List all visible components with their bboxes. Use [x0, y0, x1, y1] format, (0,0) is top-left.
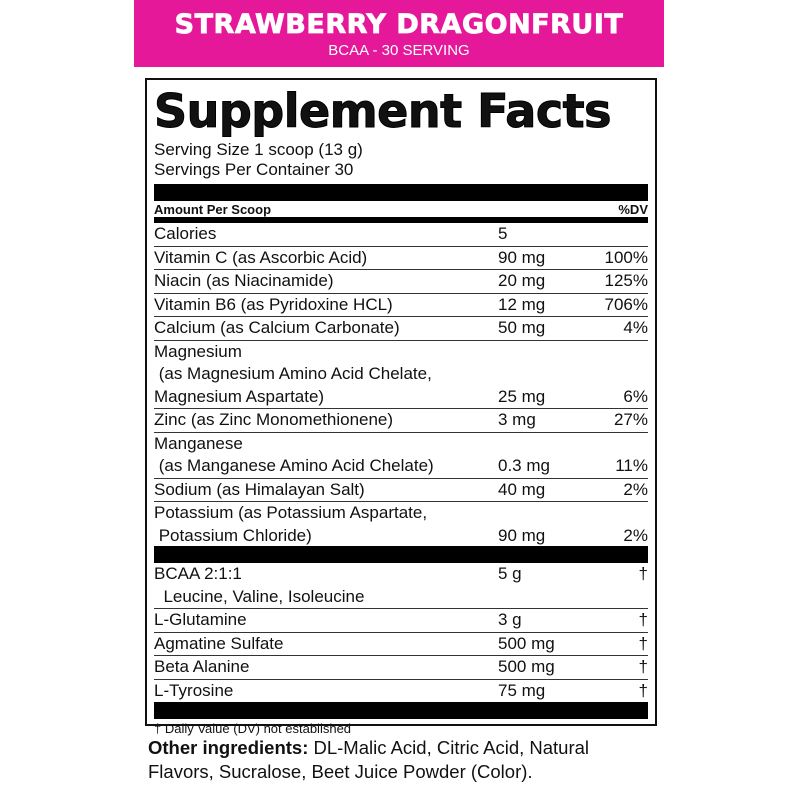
- table-row: Vitamin C (as Ascorbic Acid) 90 mg 100%: [154, 247, 648, 270]
- product-subtitle: BCAA - 30 SERVING: [328, 42, 470, 59]
- ingredient-amount: 3 g: [498, 610, 522, 629]
- ingredient-name: Potassium (as Potassium Aspartate, Potas…: [154, 503, 428, 545]
- flavor-banner: STRAWBERRY DRAGONFRUIT BCAA - 30 SERVING: [134, 0, 664, 67]
- table-row: Calcium (as Calcium Carbonate) 50 mg 4%: [154, 317, 648, 341]
- nutrient-list: Calories 5 Vitamin C (as Ascorbic Acid) 90 …: [154, 223, 648, 547]
- table-row: Niacin (as Niacinamide) 20 mg 125%: [154, 270, 648, 294]
- ingredient-dv: 11%: [615, 456, 648, 475]
- blend-list: BCAA 2:1:1 Leucine, Valine, Isoleucine 5 …: [154, 563, 648, 702]
- ingredient-dv: 2%: [623, 525, 648, 545]
- ingredient-name: Agmatine Sulfate: [154, 633, 284, 653]
- ingredient-name: Sodium (as Himalayan Salt): [154, 479, 365, 499]
- ingredient-amount: 0.3 mg: [498, 456, 550, 475]
- ingredient-amount: 20 mg: [498, 271, 546, 290]
- dv-header: %DV: [618, 202, 648, 217]
- footnote: † Daily Value (DV) not established: [154, 721, 352, 736]
- table-row: Beta Alanine 500 mg †: [154, 656, 648, 680]
- ingredient-name: Manganese (as Manganese Amino Acid Chela…: [154, 433, 434, 476]
- table-row: Vitamin B6 (as Pyridoxine HCL) 12 mg 706%: [154, 294, 648, 317]
- ingredient-dv: 6%: [623, 386, 648, 406]
- table-row: Calories 5: [154, 223, 648, 247]
- divider-bar: [154, 702, 648, 719]
- ingredient-amount: 90 mg: [498, 525, 546, 545]
- ingredient-dv: †: [638, 657, 648, 676]
- ingredient-name: Niacin (as Niacinamide): [154, 271, 334, 290]
- ingredient-dv: 125%: [604, 271, 648, 290]
- divider-bar: [154, 546, 648, 563]
- amount-header: Amount Per Scoop: [154, 202, 272, 217]
- table-row: BCAA 2:1:1 Leucine, Valine, Isoleucine 5 …: [154, 563, 648, 609]
- table-row: L-Glutamine 3 g †: [154, 609, 648, 633]
- ingredient-amount: 500 mg: [498, 657, 555, 676]
- ingredient-amount: 500 mg: [498, 633, 555, 653]
- table-row: Zinc (as Zinc Monomethionene) 3 mg 27%: [154, 409, 648, 433]
- ingredient-amount: 12 mg: [498, 294, 546, 314]
- other-ingredients-text: DL-Malic Acid, Citric Acid, Natural Flav…: [148, 737, 590, 782]
- ingredient-name: Beta Alanine: [154, 657, 250, 676]
- ingredient-dv: 2%: [623, 479, 648, 499]
- ingredient-amount: 5: [498, 224, 508, 243]
- ingredient-dv: †: [638, 680, 648, 700]
- ingredient-name: Vitamin C (as Ascorbic Acid): [154, 247, 368, 267]
- table-row: Magnesium (as Magnesium Amino Acid Chela…: [154, 341, 648, 409]
- ingredient-amount: 25 mg: [498, 386, 546, 406]
- ingredient-amount: 40 mg: [498, 479, 546, 499]
- ingredient-amount: 3 mg: [498, 410, 536, 429]
- ingredient-dv: 100%: [604, 247, 648, 267]
- ingredient-dv: 27%: [613, 410, 648, 429]
- table-row: Manganese (as Manganese Amino Acid Chela…: [154, 433, 648, 479]
- table-row: Sodium (as Himalayan Salt) 40 mg 2%: [154, 479, 648, 502]
- table-header: Amount Per Scoop %DV: [154, 201, 648, 217]
- ingredient-name: L-Glutamine: [154, 610, 247, 629]
- supplement-facts-panel: Supplement Facts Serving Size 1 scoop (1…: [145, 78, 657, 736]
- ingredient-name: Vitamin B6 (as Pyridoxine HCL): [154, 294, 393, 314]
- table-row: L-Tyrosine 75 mg †: [154, 680, 648, 703]
- table-row: Agmatine Sulfate 500 mg †: [154, 633, 648, 656]
- ingredient-amount: 50 mg: [498, 318, 546, 337]
- ingredient-dv: †: [638, 633, 648, 653]
- ingredient-dv: 706%: [604, 294, 648, 314]
- ingredient-name: BCAA 2:1:1 Leucine, Valine, Isoleucine: [154, 564, 365, 606]
- panel-title: Supplement Facts: [154, 84, 613, 139]
- ingredient-amount: 5 g: [498, 564, 522, 583]
- ingredient-amount: 75 mg: [498, 680, 546, 700]
- table-row: Potassium (as Potassium Aspartate, Potas…: [154, 502, 648, 547]
- servings-per-container: Servings Per Container 30: [154, 160, 354, 179]
- ingredient-name: L-Tyrosine: [154, 680, 234, 700]
- ingredient-name: Calories: [154, 224, 217, 243]
- serving-size: Serving Size 1 scoop (13 g): [154, 140, 363, 159]
- ingredient-dv: 4%: [623, 318, 648, 337]
- ingredient-dv: †: [638, 564, 648, 583]
- divider-bar: [154, 184, 648, 201]
- flavor-name: STRAWBERRY DRAGONFRUIT: [174, 9, 624, 41]
- ingredient-name: Magnesium (as Magnesium Amino Acid Chela…: [154, 341, 432, 406]
- ingredient-name: Zinc (as Zinc Monomethionene): [154, 410, 394, 429]
- ingredient-name: Calcium (as Calcium Carbonate): [154, 318, 400, 337]
- ingredient-amount: 90 mg: [498, 247, 546, 267]
- divider-bar: [154, 217, 648, 223]
- other-ingredients-label: Other ingredients:: [148, 737, 309, 758]
- other-ingredients: Other ingredients: DL-Malic Acid, Citric…: [148, 736, 658, 784]
- ingredient-dv: †: [638, 610, 648, 629]
